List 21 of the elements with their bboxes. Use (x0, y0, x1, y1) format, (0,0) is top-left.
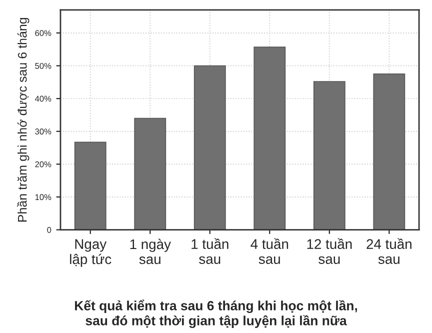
y-tick-label: 60% (35, 30, 52, 36)
y-axis-title: Phần trăm ghi nhớ được sau 6 tháng (17, 18, 30, 222)
bar (313, 81, 346, 230)
y-tick-label: 0 (47, 226, 52, 233)
bar (254, 46, 286, 230)
y-tick-label: 30% (35, 128, 52, 134)
bar (373, 74, 406, 230)
x-tick-label: 12 tuần sau (307, 238, 352, 264)
y-tick-label: 20% (35, 161, 52, 168)
x-tick-label: 24 tuần sau (366, 238, 412, 264)
x-tick-label: 1 ngày sau (130, 238, 171, 264)
y-tick-label: 10% (35, 194, 52, 200)
bar (194, 65, 226, 230)
bar (74, 142, 106, 230)
x-tick-label: 1 tuần sau (192, 238, 228, 264)
bar (134, 118, 166, 230)
y-tick-label: 50% (35, 62, 52, 69)
y-tick-label: 40% (34, 96, 52, 102)
x-tick-label: 4 tuần sau (250, 238, 288, 264)
x-tick-label: Ngay lập tức (70, 239, 112, 267)
text: Kết quả kiểm tra sau 6 tháng khi học một lần, sau đó một thời gian tập luyện lại lần nữa (75, 300, 357, 328)
